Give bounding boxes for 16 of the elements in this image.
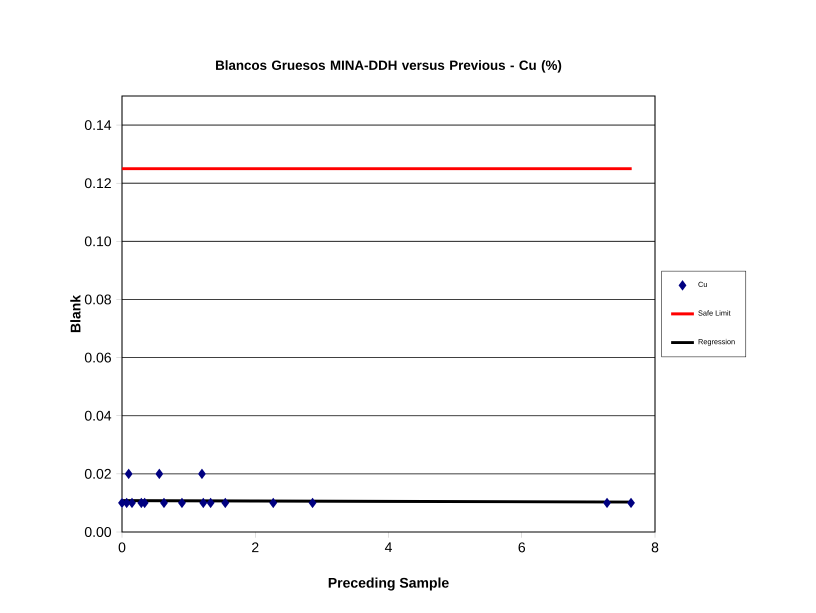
x-axis-title: Preceding Sample xyxy=(328,577,449,591)
x-tick-label: 4 xyxy=(384,542,392,552)
y-tick-label: 0.12 xyxy=(84,178,111,188)
y-tick-label: 0.06 xyxy=(84,352,111,363)
y-tick-label: 0.04 xyxy=(84,410,112,421)
y-tick-label: 0.00 xyxy=(84,527,112,537)
y-axis-title: Blank xyxy=(70,294,81,332)
x-tick-label: 6 xyxy=(518,542,526,552)
y-tick-label: 0.14 xyxy=(84,120,112,130)
y-tick-label: 0.02 xyxy=(84,468,111,479)
x-tick-label: 8 xyxy=(652,542,658,552)
chart-title: Blancos Gruesos MINA-DDH versus Previous - Cu (%) xyxy=(216,60,562,73)
y-tick-label: 0.10 xyxy=(84,236,112,246)
y-tick-label: 0.08 xyxy=(84,294,111,304)
x-tick-label: 0 xyxy=(118,542,126,552)
x-tick-label: 2 xyxy=(252,542,258,552)
